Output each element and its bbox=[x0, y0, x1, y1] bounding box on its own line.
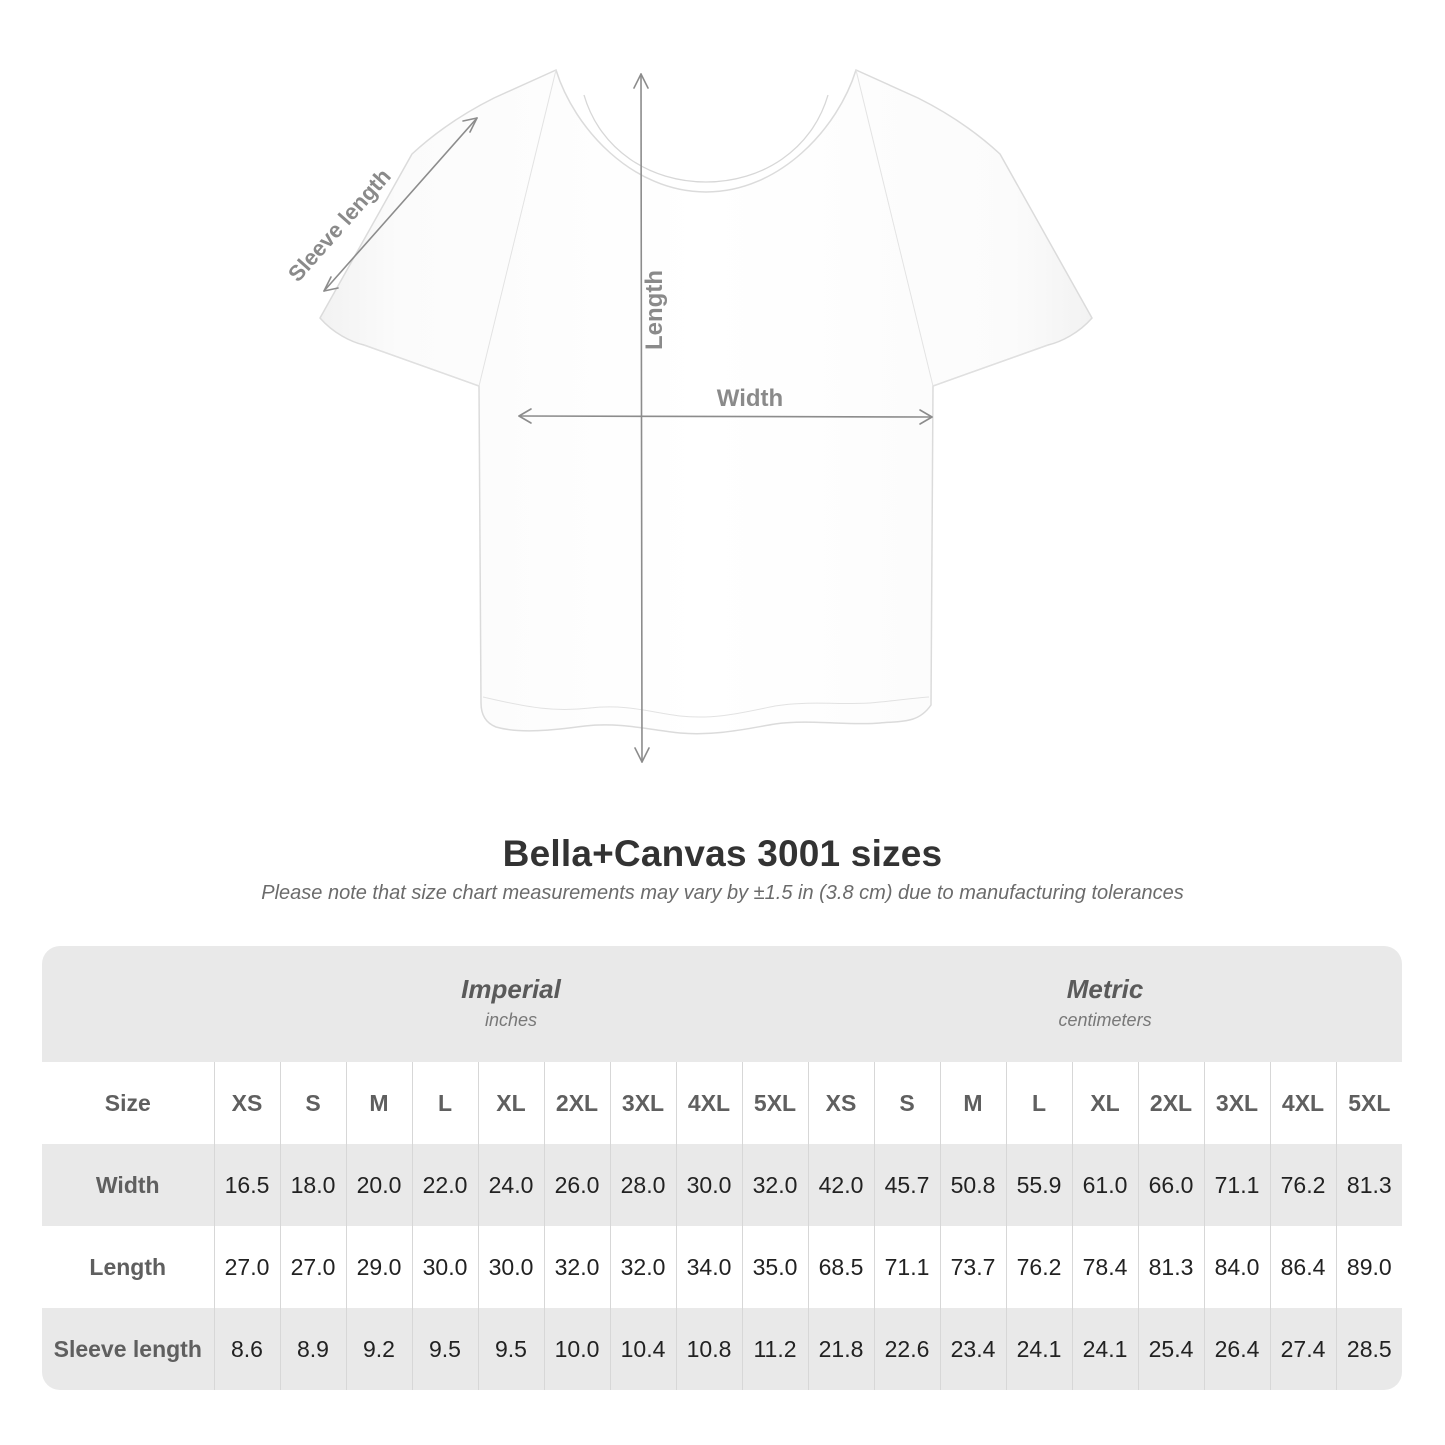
svg-text:Width: Width bbox=[717, 385, 783, 412]
svg-text:Length: Length bbox=[641, 270, 668, 350]
